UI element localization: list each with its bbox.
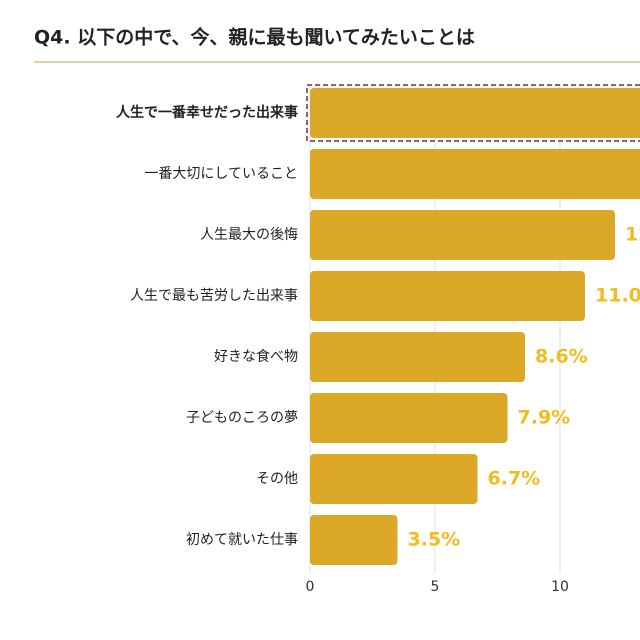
bar	[310, 454, 478, 504]
bar	[310, 210, 615, 260]
value-label: 8.6%	[535, 346, 588, 368]
value-label: 6.7%	[488, 468, 541, 490]
x-tick-label: 0	[306, 579, 315, 595]
chart-title: Q4. 以下の中で、今、親に最も聞いてみたいことは	[34, 26, 475, 49]
bar	[310, 515, 398, 565]
bar	[310, 271, 585, 321]
category-label: 人生で最も苦労した出来事	[130, 288, 298, 304]
bar	[310, 393, 508, 443]
value-label: 3.5%	[408, 529, 461, 551]
x-tick-label: 10	[551, 579, 569, 595]
bar	[310, 149, 640, 199]
value-label: 11.0%	[595, 285, 640, 307]
category-label: 人生で一番幸せだった出来事	[116, 104, 298, 121]
category-label: その他	[256, 471, 298, 487]
category-label: 初めて就いた仕事	[186, 531, 298, 548]
highlight-box	[306, 84, 640, 142]
bar	[310, 88, 640, 138]
value-label: 7.9%	[518, 407, 571, 429]
x-tick-label: 5	[431, 579, 440, 595]
bar	[310, 332, 525, 382]
category-label: 子どものころの夢	[186, 410, 298, 426]
category-label: 好きな食べ物	[214, 348, 298, 365]
category-label: 人生最大の後悔	[200, 227, 298, 243]
category-label: 一番大切にしていること	[144, 166, 298, 182]
value-label: 12.2%	[625, 224, 640, 246]
